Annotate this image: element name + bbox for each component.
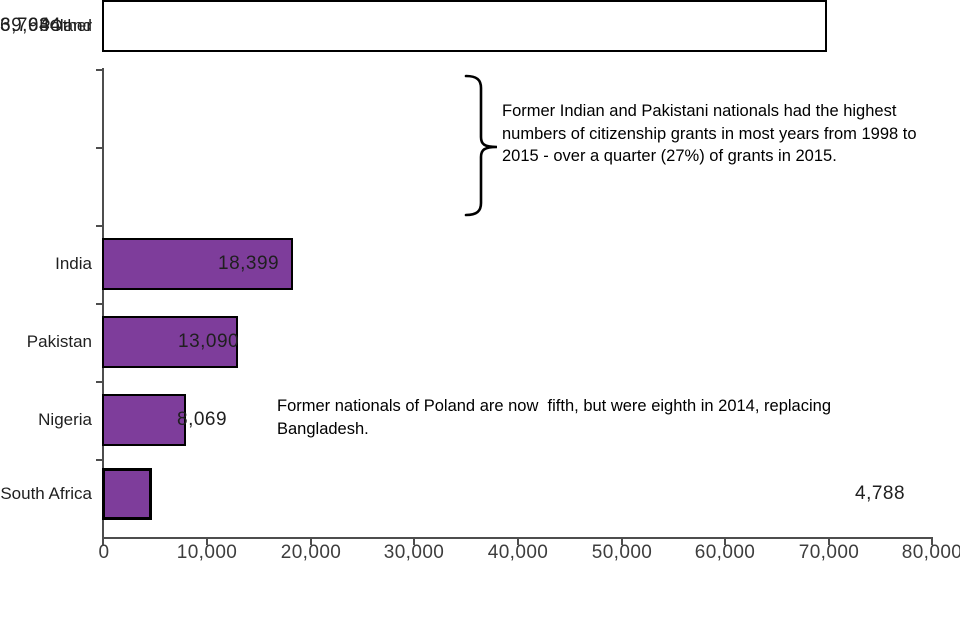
x-axis-tick <box>724 539 726 545</box>
x-axis-tick <box>413 539 415 545</box>
bar-nigeria <box>102 394 186 446</box>
category-label-poland: Poland <box>39 16 92 35</box>
annotation-india-pakistan: Former Indian and Pakistani nationals ha… <box>502 100 960 168</box>
annotation-line: numbers of citizenship grants in most ye… <box>502 124 917 143</box>
x-axis-label-60000: 60,000 <box>694 542 756 563</box>
annotation-line: Former Indian and Pakistani nationals ha… <box>502 102 897 120</box>
bar-india <box>102 238 293 290</box>
x-axis-label-30000: 30,000 <box>383 542 445 563</box>
category-label-south-africa: South Africa <box>0 484 92 503</box>
value-label-nigeria: 8,069 <box>177 409 228 430</box>
value-label-south-africa: 4,788 <box>855 483 906 504</box>
x-axis-label-20000: 20,000 <box>280 542 342 563</box>
x-axis-tick <box>517 539 519 545</box>
bar-row-india: India 18,399 <box>0 238 960 290</box>
x-axis-line <box>102 537 933 539</box>
bar-row-south-africa: South Africa 4,788 <box>0 468 960 520</box>
y-axis-tick <box>96 147 103 149</box>
category-label-india: India <box>55 254 92 273</box>
category-label-other: Other <box>49 16 92 35</box>
y-axis-tick <box>96 69 103 71</box>
x-axis-tick <box>828 539 830 545</box>
bar-south-africa <box>102 468 152 520</box>
annotation-line: Bangladesh. <box>277 419 369 438</box>
x-axis-tick <box>206 539 208 545</box>
category-label-nigeria: Nigeria <box>38 410 92 429</box>
x-axis-tick <box>310 539 312 545</box>
x-axis-label-50000: 50,000 <box>591 542 653 563</box>
annotation-line: Former nationals of Poland are now fifth… <box>277 397 831 415</box>
y-axis-tick <box>96 459 103 461</box>
value-label-pakistan: 13,090 <box>178 331 240 352</box>
y-axis-tick <box>96 303 103 305</box>
x-axis-label-10000: 10,000 <box>176 542 238 563</box>
bar-other <box>102 0 827 52</box>
y-axis-line <box>102 68 104 537</box>
annotation-line: 2015 - over a quarter (27%) of grants in… <box>502 147 837 165</box>
x-axis-label-0: 0 <box>98 542 110 563</box>
x-axis-label-40000: 40,000 <box>487 542 549 563</box>
x-axis-tick <box>931 539 933 545</box>
x-axis-tick <box>102 539 104 545</box>
bar-pakistan <box>102 316 238 368</box>
category-label-pakistan: Pakistan <box>26 332 92 351</box>
y-axis-tick <box>96 225 103 227</box>
y-axis-tick <box>96 381 103 383</box>
x-axis-label-70000: 70,000 <box>798 542 860 563</box>
annotation-poland: Former nationals of Poland are now fifth… <box>277 395 937 440</box>
curly-brace-icon <box>464 74 498 217</box>
x-axis-tick <box>621 539 623 545</box>
value-label-poland: 3,763 <box>0 15 51 36</box>
value-label-india: 18,399 <box>218 253 280 274</box>
bar-row-pakistan: Pakistan 13,090 <box>0 316 960 368</box>
bar-row-nigeria: Nigeria 8,069 <box>0 394 960 446</box>
bar-row-other: Other 69,944 <box>0 0 960 52</box>
value-label-other: 69,944 <box>0 15 62 36</box>
x-axis-label-80000: 80,000 <box>901 542 960 563</box>
